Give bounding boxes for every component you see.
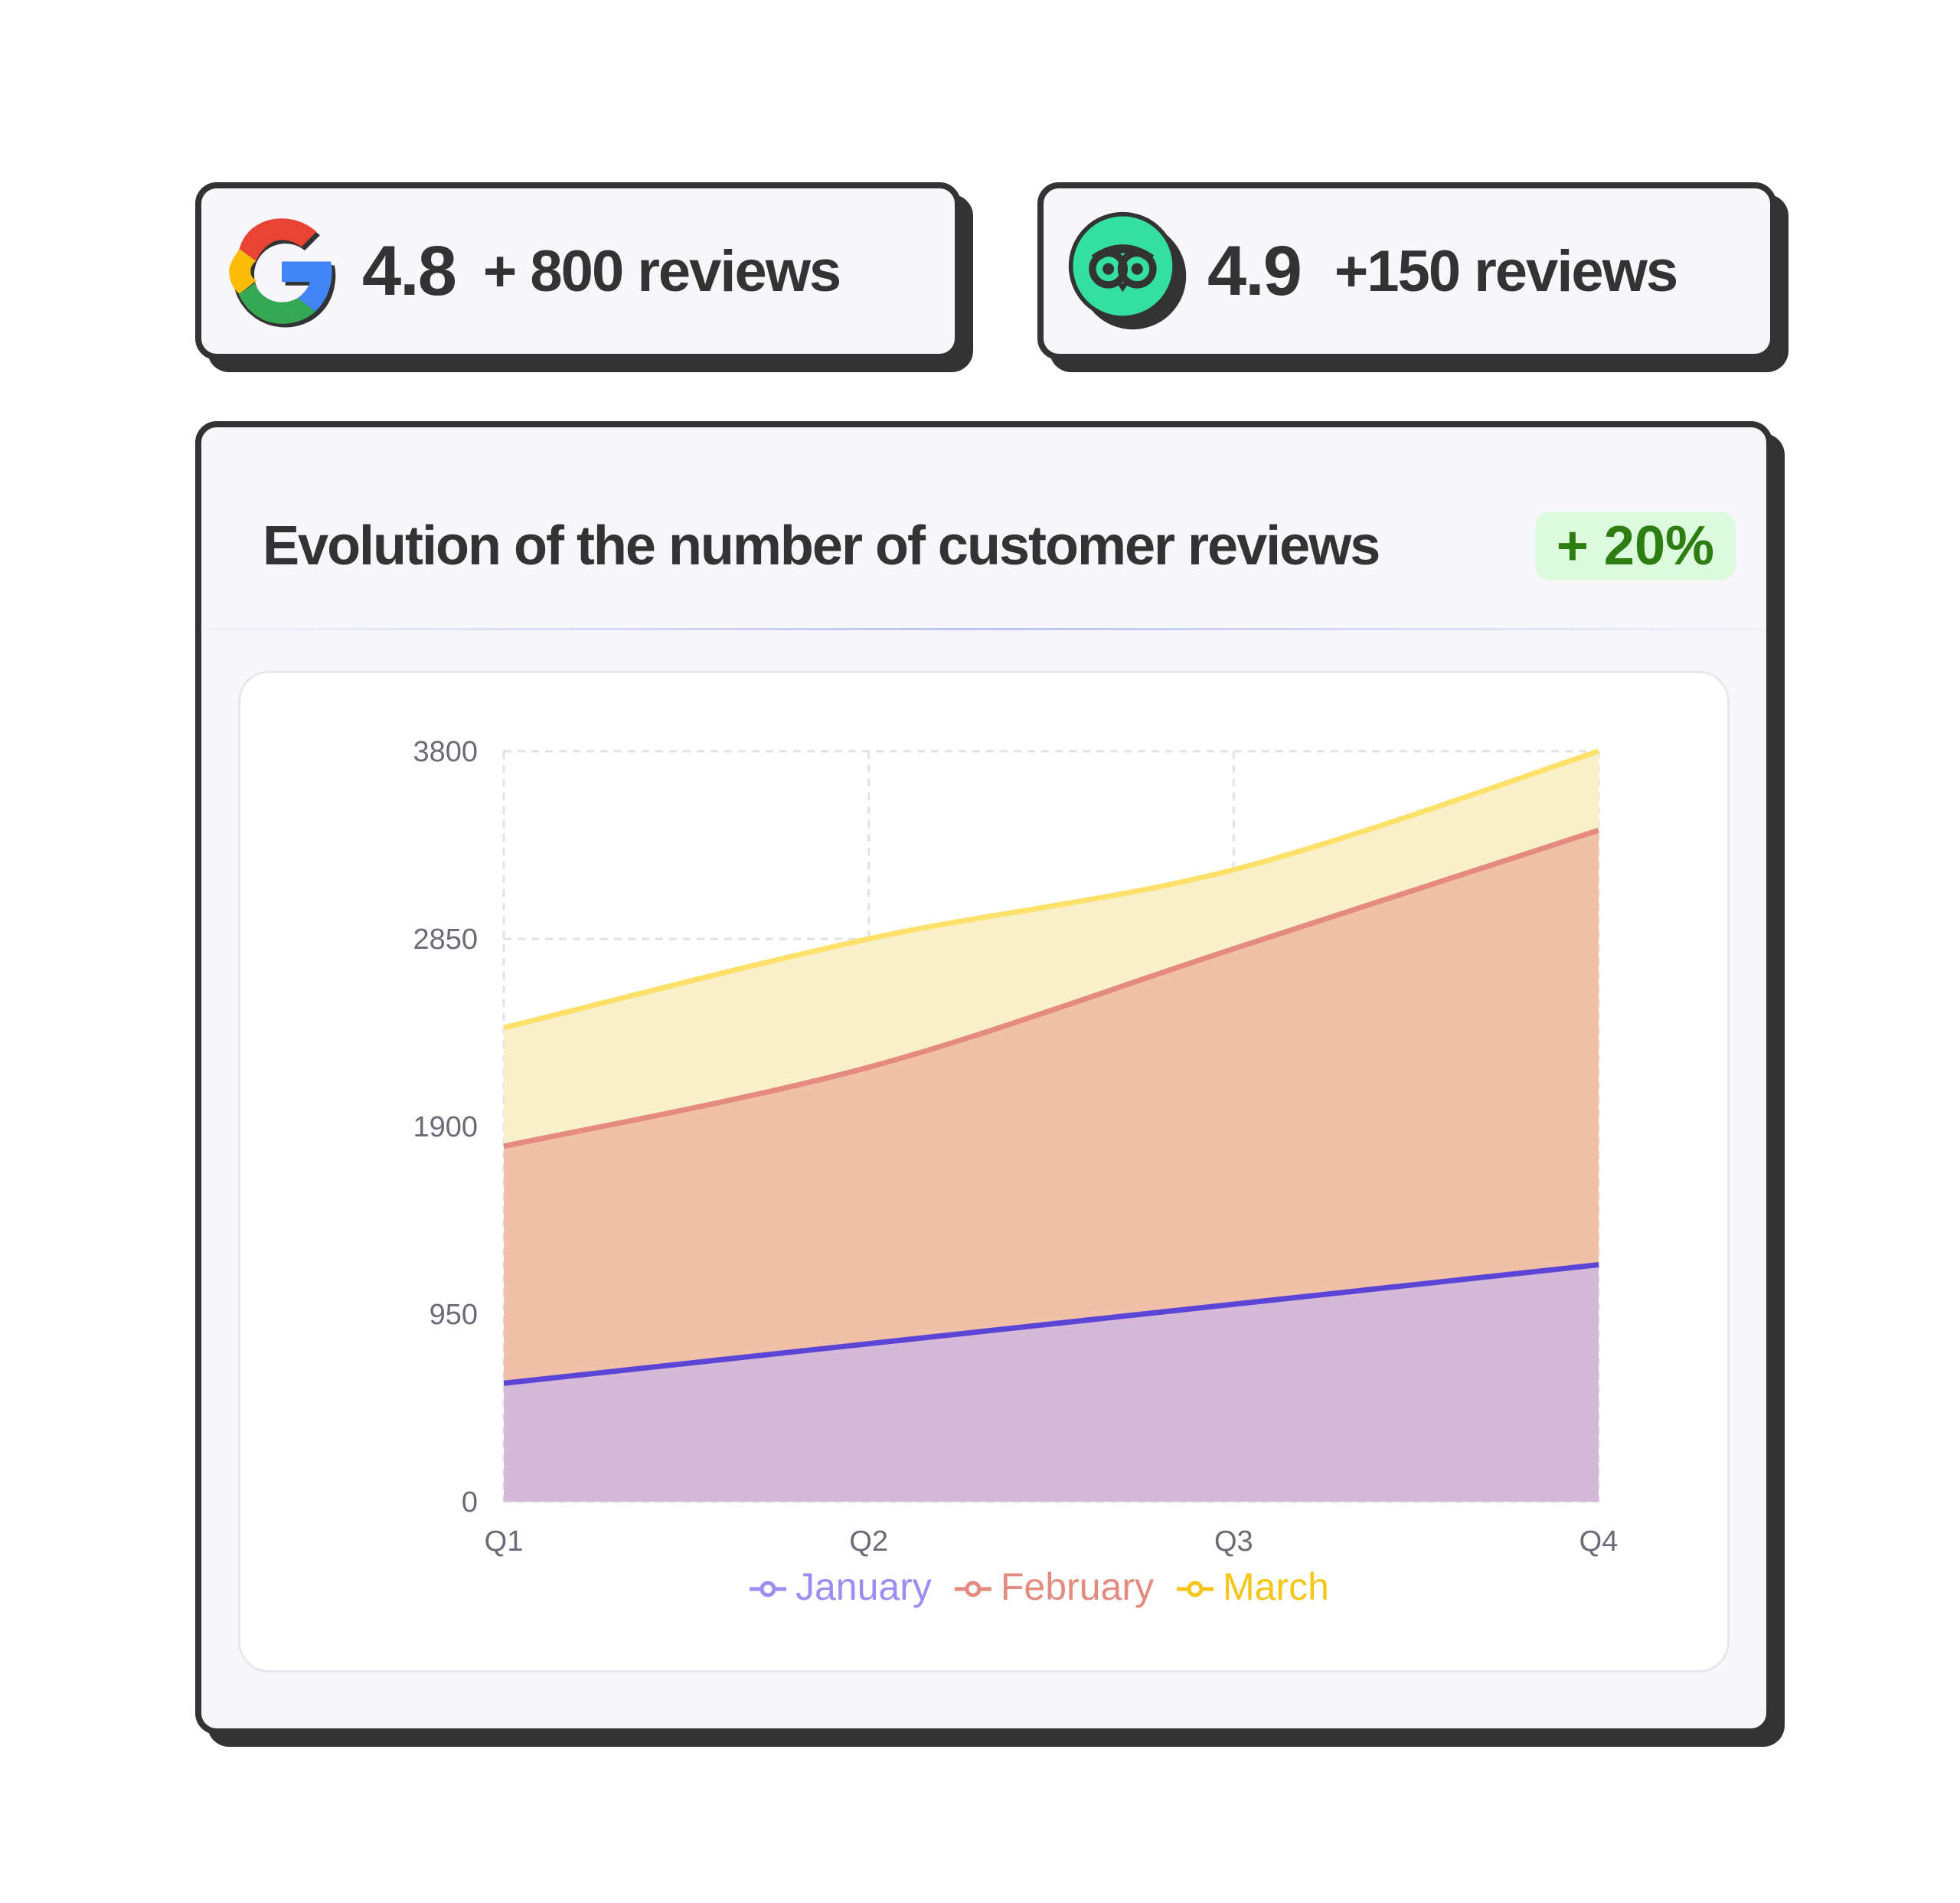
area-january bbox=[504, 1264, 1599, 1502]
line-january bbox=[503, 1262, 1599, 1386]
y-tick-label: 3800 bbox=[413, 736, 478, 768]
chart-panel: 0 950 1900 2850 3800 Q1 Q2 Q3 Q4 January February M… bbox=[238, 671, 1730, 1672]
tripadvisor-logo-icon bbox=[1068, 211, 1187, 330]
legend-marker-icon bbox=[1187, 1581, 1204, 1597]
google-logo-icon bbox=[229, 218, 336, 328]
line-february bbox=[503, 827, 1600, 1149]
legend-marker-icon bbox=[965, 1581, 982, 1597]
tripadvisor-rating-card: 4.9 +150 reviews bbox=[1037, 182, 1776, 360]
google-score: 4.8 bbox=[362, 231, 457, 310]
line-march bbox=[503, 748, 1600, 1031]
legend-label-january: January bbox=[795, 1565, 932, 1608]
reviews-evolution-card: Evolution of the number of customer revi… bbox=[195, 421, 1772, 1735]
y-tick-label: 1900 bbox=[413, 1111, 478, 1143]
tripadvisor-score: 4.9 bbox=[1207, 231, 1302, 310]
chart-title: Evolution of the number of customer revi… bbox=[263, 515, 1380, 577]
card-header: Evolution of the number of customer revi… bbox=[263, 473, 1736, 619]
legend-label-february: February bbox=[1001, 1565, 1154, 1608]
google-reviews-count: + 800 reviews bbox=[482, 238, 841, 304]
legend-label-march: March bbox=[1223, 1565, 1329, 1608]
legend-marker-icon bbox=[760, 1581, 776, 1597]
google-rating-card: 4.8 + 800 reviews bbox=[195, 182, 961, 360]
x-tick-label: Q1 bbox=[485, 1525, 524, 1558]
area-chart: 0 950 1900 2850 3800 Q1 Q2 Q3 Q4 January February M… bbox=[413, 736, 1619, 1608]
y-tick-label: 0 bbox=[462, 1486, 478, 1519]
x-tick-label: Q3 bbox=[1214, 1525, 1253, 1558]
x-tick-label: Q2 bbox=[849, 1525, 888, 1558]
growth-badge: + 20% bbox=[1534, 512, 1736, 580]
tripadvisor-reviews-count: +150 reviews bbox=[1334, 238, 1678, 304]
y-tick-label: 950 bbox=[430, 1299, 478, 1331]
divider bbox=[201, 628, 1766, 630]
x-tick-label: Q4 bbox=[1579, 1525, 1619, 1558]
y-tick-label: 2850 bbox=[413, 924, 478, 956]
